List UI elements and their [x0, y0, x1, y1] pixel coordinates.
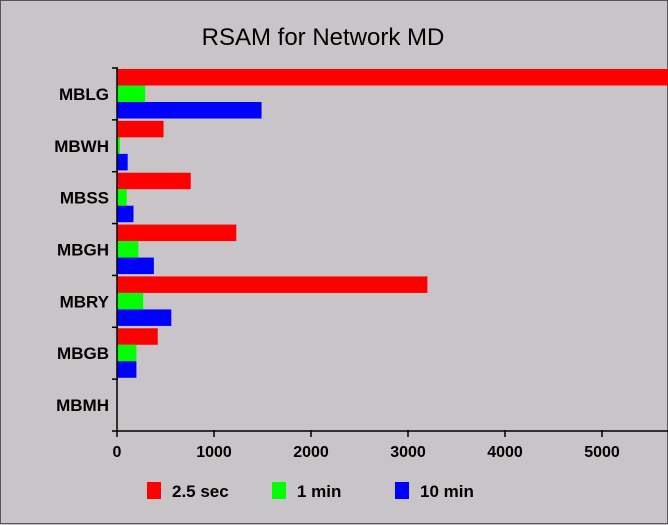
- category-label-mbss: MBSS: [60, 189, 109, 208]
- x-tick-label-3000: 3000: [390, 444, 426, 461]
- legend-swatch-3: [395, 482, 409, 499]
- legend-swatch-2: [272, 482, 286, 499]
- bar-mbry-1: [117, 276, 428, 293]
- bar-mbgh-1: [117, 224, 237, 242]
- bar-mbgh-3: [117, 257, 154, 275]
- legend-swatch-1: [147, 482, 161, 499]
- x-tick-label-1000: 1000: [196, 444, 232, 461]
- legend-label-2: 1 min: [297, 482, 341, 501]
- bar-mblg-3: [117, 102, 262, 119]
- category-label-mbgh: MBGH: [57, 241, 109, 260]
- bar-mbwh-3: [117, 153, 128, 171]
- bar-mbwh-2: [117, 137, 120, 154]
- bar-mbry-2: [117, 292, 144, 310]
- bar-mbgb-1: [117, 328, 158, 345]
- category-label-mbwh: MBWH: [54, 137, 109, 156]
- bar-mbgb-3: [117, 361, 137, 378]
- x-tick-label-0: 0: [113, 444, 122, 461]
- chart-title: RSAM for Network MD: [202, 24, 445, 51]
- bar-mblg-1: [117, 69, 668, 86]
- bar-mbgb-2: [117, 344, 137, 362]
- legend: 2.5 sec 1 min 10 min: [147, 482, 474, 501]
- bar-mblg-2: [117, 85, 146, 102]
- legend-label-1: 2.5 sec: [172, 482, 229, 501]
- x-tick-label-2000: 2000: [293, 444, 329, 461]
- bar-mbss-1: [117, 172, 191, 190]
- bar-mbss-2: [117, 189, 127, 206]
- axes-layer: MBLG MBWH MBSS MBGH MBRY MBGB MBMH 0 1000 2000 300…: [54, 67, 668, 461]
- category-label-mbgb: MBGB: [57, 344, 109, 363]
- bar-mbgh-2: [117, 241, 139, 258]
- x-tick-label-4000: 4000: [487, 444, 523, 461]
- bar-mbss-3: [117, 205, 134, 223]
- bar-mbry-3: [117, 309, 172, 326]
- category-label-mbmh: MBMH: [56, 396, 109, 415]
- legend-label-3: 10 min: [420, 482, 474, 501]
- bar-mbwh-1: [117, 120, 164, 138]
- x-tick-label-5000: 5000: [584, 444, 620, 461]
- category-label-mblg: MBLG: [59, 85, 109, 104]
- bars-layer: [117, 69, 668, 378]
- category-label-mbry: MBRY: [60, 292, 110, 311]
